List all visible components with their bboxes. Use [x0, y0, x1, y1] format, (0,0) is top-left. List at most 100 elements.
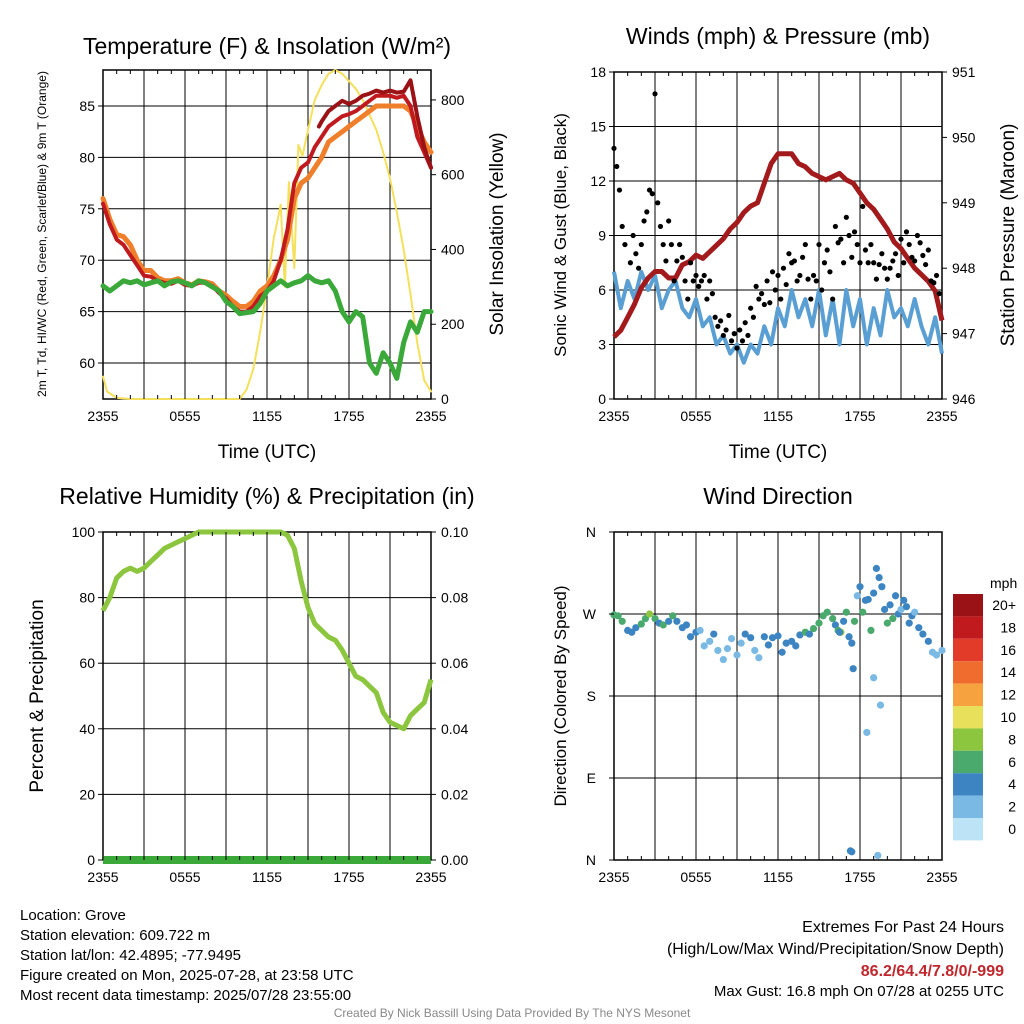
direction-point [815, 619, 823, 627]
y-tick-label-right: 0.00 [441, 852, 468, 868]
gust-point [641, 218, 647, 224]
gust-point [791, 258, 798, 264]
y-tick-label: 75 [79, 201, 95, 217]
station-info: Location: Grove Station elevation: 609.7… [20, 906, 354, 1006]
temperature-insolation-chart: Temperature (F) & Insolation (W/m²) 60 65… [35, 33, 508, 463]
gust-point [687, 260, 694, 266]
direction-point [831, 621, 840, 629]
series-line-dewpoint [100, 273, 434, 381]
direction-point [853, 592, 861, 600]
direction-point [747, 634, 755, 642]
gust-point [786, 251, 792, 257]
chart3-ylabel: Percent & Precipitation [27, 599, 48, 792]
direction-point [886, 601, 894, 609]
direction-point [659, 621, 667, 629]
station-elevation: Station elevation: 609.722 m [20, 927, 211, 944]
y-tick-label: 6 [598, 282, 606, 298]
x-tick-label: 1155 [763, 869, 793, 885]
gust-point [690, 278, 696, 284]
chart3-title: Relative Humidity (%) & Precipitation (i… [59, 483, 474, 509]
direction-point [792, 642, 800, 650]
gust-point [614, 163, 620, 170]
direction-point [848, 639, 856, 647]
y-tick-label: 0 [598, 391, 606, 407]
gust-point [898, 236, 904, 242]
figure-created: Figure created on Mon, 2025-07-28, at 23… [20, 967, 354, 984]
gust-point [668, 241, 675, 248]
x-tick-label: 1155 [252, 408, 282, 424]
direction-point [737, 639, 745, 647]
gust-point [748, 305, 754, 311]
chart2-ylabel-right: Station Pressure (Maroon) [998, 124, 1019, 347]
direction-point [764, 641, 773, 649]
gust-point [843, 214, 849, 220]
gust-point [901, 260, 907, 266]
gust-point [876, 261, 882, 268]
gust-point [649, 191, 655, 197]
extremes-title: Extremes For Past 24 Hours [802, 919, 1004, 936]
x-tick-label: 2355 [415, 869, 446, 885]
gust-point [701, 272, 707, 279]
direction-point [706, 637, 714, 645]
gust-point [884, 276, 890, 282]
direction-point [848, 848, 856, 856]
direction-point [919, 630, 927, 638]
x-tick-label: 2355 [598, 869, 629, 885]
chart2-ticks: 0 3 6 9 12 15 18 946 947 948 949 950 951 2355 0555 1155… [590, 64, 975, 424]
gust-point [704, 296, 710, 302]
station-location: Location: Grove [20, 907, 126, 924]
y-tick-label-right: 800 [441, 92, 465, 108]
chart4-points [610, 564, 946, 860]
y-tick-label-right: 949 [952, 195, 976, 211]
direction-point [849, 665, 857, 673]
extremes-info: Extremes For Past 24 Hours (High/Low/Max… [667, 918, 1004, 1002]
gust-point [630, 232, 636, 239]
gust-point [849, 254, 855, 260]
gust-point [715, 323, 721, 329]
y-tick-label: 12 [590, 173, 606, 189]
gust-point [712, 314, 718, 320]
gust-point [854, 241, 860, 248]
gust-point [808, 296, 814, 302]
gust-point [745, 332, 751, 339]
colorbar-label: 2 [1008, 799, 1016, 815]
direction-point [778, 648, 786, 656]
direction-point [874, 851, 882, 860]
gust-point [857, 260, 863, 266]
direction-point [870, 589, 878, 597]
gust-point [698, 278, 705, 284]
direction-point [727, 635, 736, 643]
direction-point [665, 617, 673, 625]
direction-point [805, 630, 814, 638]
gust-point [682, 278, 688, 284]
gust-point [824, 247, 830, 253]
x-tick-label: 0555 [680, 869, 711, 885]
direction-point [645, 610, 654, 618]
chart3-ticks: 0 20 40 60 80 100 0.00 0.02 0.04 0.06 0.08 0.10 2355… [72, 524, 469, 885]
series-line-pressure [612, 151, 945, 339]
direction-point [938, 646, 946, 655]
y-tick-label-right: 200 [441, 316, 465, 332]
direction-point [872, 564, 881, 573]
chart4-title: Wind Direction [703, 483, 853, 509]
gust-point [936, 291, 942, 297]
gust-point [830, 296, 836, 302]
gust-point [720, 332, 726, 339]
colorbar-label: 8 [1008, 731, 1016, 747]
gust-point [778, 296, 784, 302]
gust-point [611, 145, 617, 151]
direction-point [840, 617, 848, 625]
gust-point [892, 251, 899, 257]
y-tick-label: 85 [79, 98, 95, 114]
y-tick-label: 20 [79, 786, 95, 802]
gust-point [742, 320, 748, 326]
colorbar-label: 0 [1008, 821, 1016, 837]
direction-point [911, 608, 919, 616]
colorbar-swatch [953, 616, 983, 639]
chart2-title: Winds (mph) & Pressure (mb) [626, 23, 930, 49]
gust-point [914, 232, 921, 239]
colorbar-label: 12 [1000, 687, 1016, 703]
direction-point [618, 617, 626, 625]
chart1-grid [103, 70, 431, 399]
